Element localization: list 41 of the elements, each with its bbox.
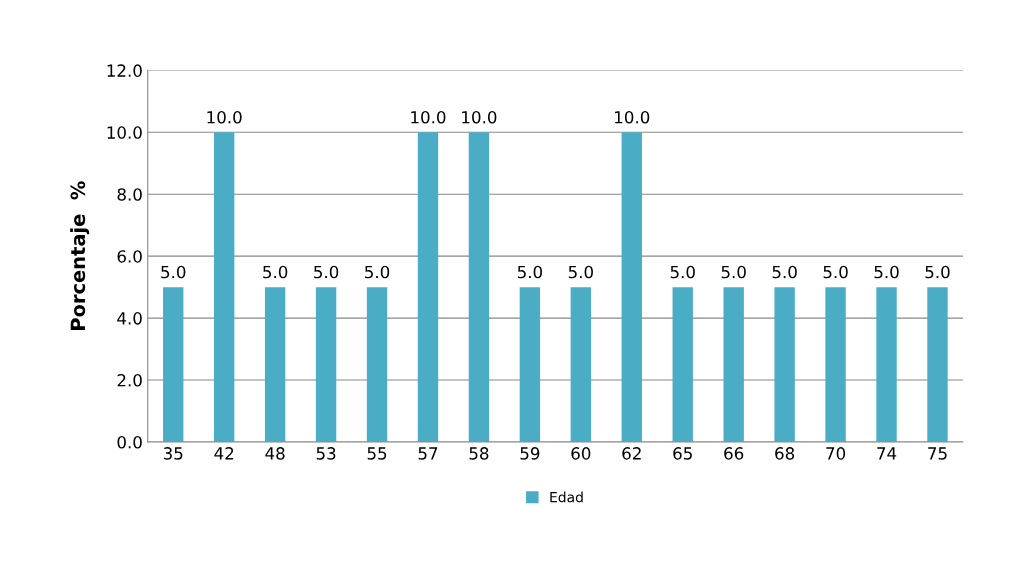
x-tick-label: 75: [928, 447, 947, 460]
text: 10.0: [615, 110, 650, 124]
text: 5.0: [314, 265, 339, 279]
x-tick-label: 55: [367, 447, 387, 460]
y-tick-label: 12.0: [107, 64, 142, 77]
x-tick-label: 53: [316, 447, 336, 460]
y-tick-label: 8.0: [117, 188, 142, 201]
text: 5.0: [670, 265, 695, 279]
y-tick-label: 6.0: [117, 250, 142, 263]
x-tick-label: 60: [571, 447, 591, 460]
text: 5.0: [874, 265, 899, 279]
x-tick-label: 57: [418, 447, 438, 460]
y-tick-label: 10.0: [107, 126, 142, 139]
text: 5.0: [517, 265, 543, 279]
x-tick-label: 66: [724, 447, 744, 460]
text: 5.0: [772, 265, 797, 279]
y-axis-title: Porcentaje %: [70, 181, 90, 330]
legend-label: Edad: [550, 491, 583, 503]
x-tick-label: 42: [214, 447, 234, 460]
text: 5.0: [263, 265, 288, 279]
x-tick-label: 74: [877, 447, 897, 460]
x-tick-label: 70: [826, 447, 846, 460]
text: 5.0: [925, 265, 950, 279]
text: 5.0: [365, 265, 390, 279]
x-tick-label: 35: [163, 447, 183, 460]
x-tick-label: 48: [265, 447, 285, 460]
text: 5.0: [823, 265, 848, 279]
x-tick-label: 59: [520, 447, 540, 460]
x-tick-label: 65: [673, 447, 692, 460]
text: 5.0: [721, 265, 746, 279]
x-tick-label: 62: [622, 447, 641, 460]
text: 5.0: [161, 265, 186, 279]
x-tick-label: 58: [469, 447, 489, 460]
text: 10.0: [207, 110, 242, 124]
x-tick-label: 68: [775, 447, 795, 460]
text: 5.0: [568, 265, 593, 279]
y-tick-label: 2.0: [117, 373, 142, 387]
y-tick-label: 0.0: [117, 435, 142, 449]
text: 10.0: [411, 110, 446, 124]
text: 10.0: [462, 110, 497, 124]
y-tick-label: 4.0: [117, 312, 142, 325]
